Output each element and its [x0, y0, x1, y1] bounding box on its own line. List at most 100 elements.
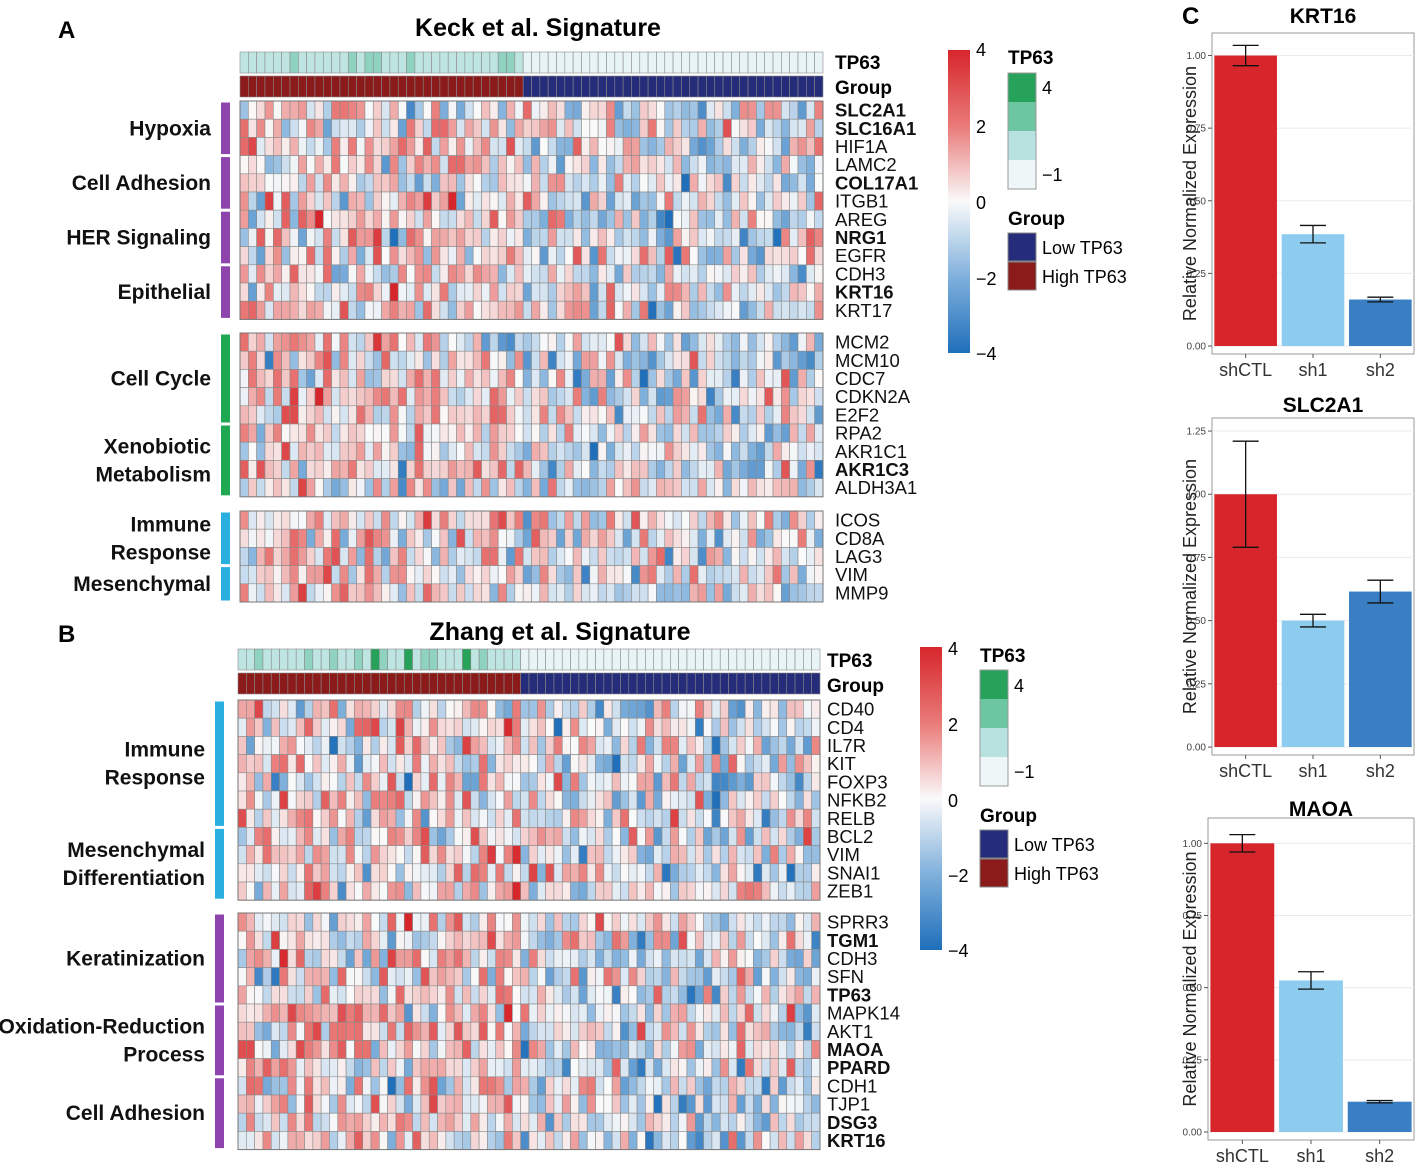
- heatmap-a-cell: [531, 300, 541, 320]
- heatmap-a-cell: [597, 209, 607, 229]
- heatmap-a-cell: [647, 100, 657, 120]
- bar-chart-y-tick-label: 0.75: [1187, 553, 1207, 564]
- heatmap-a-group-cell: [364, 75, 374, 98]
- heatmap-b-cell: [437, 772, 447, 792]
- heatmap-a-cell: [322, 478, 332, 498]
- heatmap-b-cell: [703, 790, 713, 810]
- heatmap-a-cell: [289, 228, 299, 247]
- heatmap-b-cell: [753, 930, 763, 950]
- heatmap-a-block-2: MCM2MCM10CDC7CDKN2AE2F2RPA2AKR1C1AKR1C3A…: [95, 332, 917, 499]
- heatmap-a-cell: [306, 264, 316, 284]
- heatmap-a-cell: [556, 547, 566, 566]
- heatmap-a-cell: [489, 100, 499, 120]
- heatmap-b-cell: [403, 912, 413, 932]
- heatmap-b-cell: [470, 1021, 480, 1041]
- heatmap-b-cell: [412, 1003, 422, 1023]
- heatmap-a-cell: [714, 387, 724, 407]
- heatmap-b-tp63-cell: [520, 648, 530, 671]
- heatmap-a-cell: [314, 209, 324, 229]
- heatmap-a-cell: [281, 510, 291, 530]
- heatmap-a-cell: [622, 246, 632, 266]
- heatmap-b-cell: [428, 717, 438, 737]
- heatmap-b-cell: [412, 736, 422, 755]
- heatmap-b-cell: [379, 790, 388, 810]
- heatmap-b-cell: [586, 772, 596, 792]
- heatmap-b-cell: [295, 1094, 305, 1114]
- heatmap-b-cell: [553, 827, 563, 846]
- heatmap-a-cell: [481, 282, 491, 302]
- heatmap-b-cell: [279, 808, 289, 828]
- heatmap-a-cell: [506, 300, 516, 320]
- heatmap-b-cell: [304, 1094, 314, 1114]
- heatmap-a-cell: [464, 528, 474, 548]
- heatmap-b-cell: [661, 1112, 671, 1132]
- heatmap-a-cell: [431, 209, 441, 229]
- heatmap-a-cell: [639, 155, 649, 175]
- heatmap-b-cell: [586, 736, 596, 755]
- heatmap-a-cell: [731, 565, 741, 585]
- heatmap-b-cell: [603, 772, 613, 792]
- heatmap-b-cell: [312, 845, 322, 865]
- heatmap-a-cell: [347, 100, 357, 120]
- heatmap-a-cell: [431, 583, 441, 603]
- heatmap-b-cell: [661, 717, 671, 737]
- heatmap-b-cell: [744, 808, 754, 828]
- heatmap-a-cell: [248, 478, 257, 498]
- heatmap-a-cell: [689, 350, 699, 370]
- heatmap-a-cell: [297, 510, 307, 530]
- heatmap-b-cell: [345, 699, 355, 719]
- heatmap-a-cell: [514, 547, 524, 566]
- heatmap-b-cell: [395, 1058, 405, 1078]
- heatmap-b-cell: [312, 1076, 322, 1096]
- heatmap-a-cell: [256, 369, 266, 388]
- heatmap-a-tp63-cell: [264, 51, 274, 74]
- heatmap-a-cell: [497, 300, 507, 320]
- heatmap-b-cell: [537, 949, 546, 968]
- heatmap-a-group-cell: [322, 75, 332, 98]
- heatmap-b-cell: [686, 912, 696, 932]
- heatmap-a-cell: [322, 228, 332, 247]
- heatmap-a-cell: [306, 228, 316, 247]
- heatmap-a-cell: [706, 423, 716, 443]
- heatmap-b-gene-label-dsg3: DSG3: [827, 1112, 877, 1133]
- heatmap-a-tp63-cell: [772, 51, 782, 74]
- heatmap-b-cell: [811, 1040, 821, 1059]
- bar-sh2: [1349, 591, 1412, 747]
- heatmap-b-cell: [395, 845, 405, 865]
- heatmap-a-cell: [781, 100, 790, 120]
- heatmap-b-cell: [570, 845, 580, 865]
- heatmap-b-cell: [246, 1040, 255, 1059]
- heatmap-b-cell: [661, 1094, 671, 1114]
- heatmap-b-cell: [744, 930, 754, 950]
- heatmap-a-cell: [756, 300, 765, 320]
- heatmap-b-cell: [811, 1003, 821, 1023]
- heatmap-b-cell: [586, 845, 596, 865]
- heatmap-a-cell: [697, 246, 707, 266]
- heatmap-a-group-cell: [631, 75, 641, 98]
- heatmap-b-cell: [312, 930, 322, 950]
- heatmap-a-cell: [489, 478, 499, 498]
- heatmap-b-cell: [412, 754, 422, 774]
- heatmap-b-cell: [412, 808, 422, 828]
- heatmap-b-cell: [670, 699, 679, 719]
- heatmap-a-cell: [756, 191, 765, 211]
- heatmap-b-cell: [246, 1131, 255, 1150]
- heatmap-a-cell: [297, 405, 307, 425]
- heatmap-a-group-cell: [331, 75, 341, 98]
- heatmap-a-tp63-cell: [581, 51, 591, 74]
- heatmap-a-cell: [256, 387, 266, 407]
- bar-chart-x-tick-label: shCTL: [1219, 761, 1272, 781]
- heatmap-b-cell: [445, 808, 455, 828]
- heatmap-a-cell: [439, 441, 449, 461]
- heatmap-b-cell: [653, 699, 663, 719]
- heatmap-b-cell: [744, 736, 754, 755]
- heatmap-b-cell: [636, 699, 646, 719]
- heatmap-b-cell: [595, 736, 605, 755]
- heatmap-b-cell: [753, 845, 763, 865]
- heatmap-b-group-cell: [803, 672, 812, 695]
- heatmap-b-cell: [462, 949, 472, 968]
- heatmap-a-tp63-cell: [489, 51, 499, 74]
- heatmap-b-cell: [769, 772, 779, 792]
- heatmap-b-cell: [246, 845, 255, 865]
- heatmap-a-cell: [356, 460, 366, 479]
